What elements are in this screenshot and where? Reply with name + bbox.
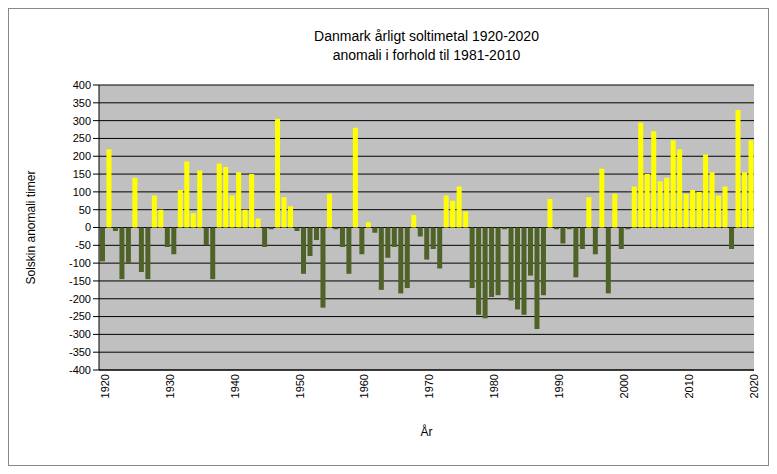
svg-text:-250: -250 (69, 310, 91, 322)
svg-text:300: 300 (73, 115, 91, 127)
svg-text:År: År (421, 424, 433, 439)
svg-text:1980: 1980 (488, 374, 500, 398)
svg-text:-200: -200 (69, 293, 91, 305)
svg-text:1940: 1940 (229, 374, 241, 398)
svg-text:2000: 2000 (618, 374, 630, 398)
svg-text:1960: 1960 (358, 374, 370, 398)
svg-text:-400: -400 (69, 364, 91, 376)
svg-text:400: 400 (73, 79, 91, 91)
svg-text:200: 200 (73, 150, 91, 162)
html-text:anomali i forhold til 1981-201: anomali i forhold til 1981-2010 (332, 47, 521, 63)
svg-text:Solskin anomali timer: Solskin anomali timer (24, 170, 38, 284)
svg-text:1990: 1990 (553, 374, 565, 398)
svg-text:1970: 1970 (423, 374, 435, 398)
svg-text:-100: -100 (69, 257, 91, 269)
svg-text:1950: 1950 (294, 374, 306, 398)
svg-text:-150: -150 (69, 275, 91, 287)
svg-text:1920: 1920 (99, 374, 111, 398)
svg-text:-50: -50 (75, 239, 91, 251)
svg-text:250: 250 (73, 132, 91, 144)
svg-text:50: 50 (79, 204, 91, 216)
html-text:Danmark årligt soltimetal 1920: Danmark årligt soltimetal 1920-2020 (314, 28, 539, 44)
svg-text:2010: 2010 (683, 374, 695, 398)
svg-text:-350: -350 (69, 346, 91, 358)
svg-text:150: 150 (73, 168, 91, 180)
svg-text:1930: 1930 (164, 374, 176, 398)
svg-text:2020: 2020 (748, 374, 760, 398)
svg-text:100: 100 (73, 186, 91, 198)
svg-text:-300: -300 (69, 328, 91, 340)
svg-text:0: 0 (85, 221, 91, 233)
svg-text:350: 350 (73, 97, 91, 109)
